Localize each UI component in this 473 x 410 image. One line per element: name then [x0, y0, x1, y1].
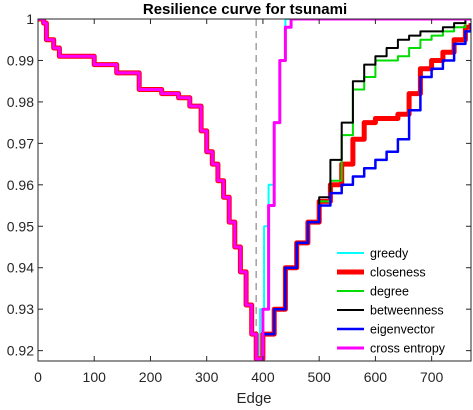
x-tick-label: 700 [420, 369, 444, 385]
x-tick-label: 500 [307, 369, 331, 385]
y-tick-label: 0.98 [7, 94, 34, 110]
x-axis-label: Edge [236, 390, 271, 407]
legend-label-eigenvector: eigenvector [370, 323, 435, 337]
x-tick-label: 0 [34, 369, 42, 385]
x-tick-label: 100 [83, 369, 107, 385]
y-tick-label: 0.95 [7, 218, 34, 234]
x-tick-label: 400 [251, 369, 275, 385]
x-tick-label: 300 [195, 369, 219, 385]
y-axis-ticks: 0.92 0.93 0.94 0.95 0.96 0.97 0.98 0.99 1 [7, 11, 471, 359]
legend-label-cross-entropy: cross entropy [370, 342, 446, 356]
x-tick-label: 600 [364, 369, 388, 385]
series-line-cross-entropy [38, 19, 471, 361]
y-tick-label: 0.97 [7, 135, 34, 151]
y-tick-label: 0.96 [7, 177, 34, 193]
y-tick-label: 1 [26, 11, 34, 27]
legend-box [333, 241, 462, 354]
series-layer [38, 19, 471, 361]
plot-frame [37, 18, 472, 362]
y-tick-label: 0.94 [7, 260, 34, 276]
y-tick-label: 0.93 [7, 301, 34, 317]
legend-label-closeness: closeness [370, 266, 426, 280]
x-axis-ticks: 0 100 200 300 400 500 600 700 [34, 19, 444, 385]
legend-label-greedy: greedy [370, 247, 409, 261]
chart-title: Resilience curve for tsunami [143, 1, 347, 18]
y-tick-label: 0.99 [7, 52, 34, 68]
y-tick-label: 0.92 [7, 343, 34, 359]
legend-label-betweenness: betweenness [370, 304, 444, 318]
legend-label-degree: degree [370, 285, 409, 299]
legend: greedy closeness degree betweenness eigenvec… [333, 241, 462, 356]
x-tick-label: 200 [139, 369, 163, 385]
